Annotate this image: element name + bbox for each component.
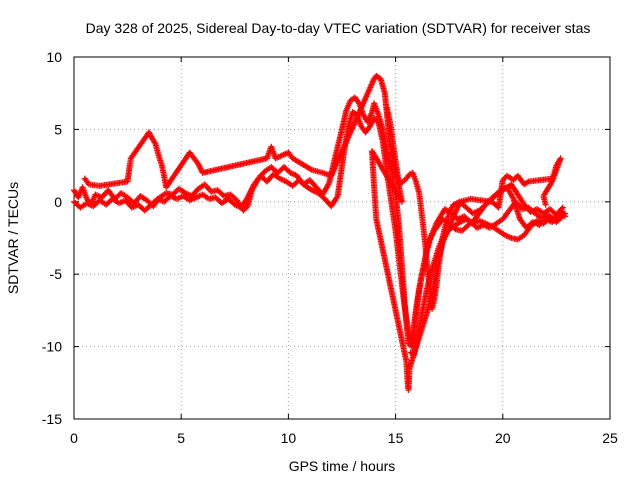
axis-ticks xyxy=(73,56,611,420)
data-point xyxy=(542,201,549,208)
x-tick-label: 20 xyxy=(495,430,511,446)
y-tick-label: 0 xyxy=(54,194,62,210)
y-tick-labels: 10 5 0 -5 -10 -15 xyxy=(42,49,62,427)
plot-frame xyxy=(73,56,611,420)
grid xyxy=(74,57,610,419)
x-tick-label: 25 xyxy=(602,430,618,446)
chart-title: Day 328 of 2025, Sidereal Day-to-day VTE… xyxy=(86,20,591,36)
series-trace-spikes xyxy=(81,72,564,394)
y-axis-label: SDTVAR / TECUs xyxy=(5,182,21,294)
y-tick-label: 10 xyxy=(46,49,62,65)
data-points xyxy=(71,72,568,394)
x-tick-label: 15 xyxy=(388,430,404,446)
y-tick-label: 5 xyxy=(54,121,62,137)
x-tick-label: 10 xyxy=(281,430,297,446)
y-tick-label: -15 xyxy=(42,411,62,427)
x-tick-label: 0 xyxy=(70,430,78,446)
series-trace-secondary xyxy=(71,109,568,347)
series-trace-main xyxy=(71,94,568,350)
y-tick-label: -5 xyxy=(50,266,63,282)
x-tick-labels: 0 5 10 15 20 25 xyxy=(70,430,618,446)
y-tick-label: -10 xyxy=(42,339,62,355)
x-tick-label: 5 xyxy=(177,430,185,446)
x-axis-label: GPS time / hours xyxy=(289,458,396,474)
series-trace-band-upper xyxy=(384,104,566,312)
